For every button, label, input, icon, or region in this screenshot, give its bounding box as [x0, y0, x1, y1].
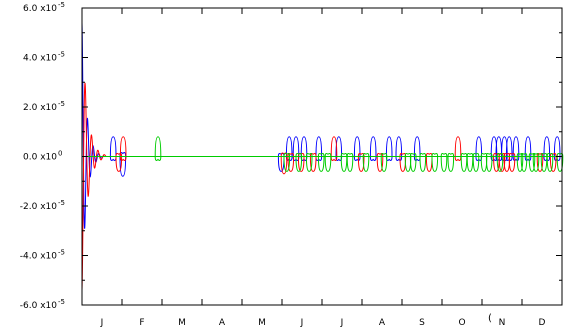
series-event: [295, 153, 303, 172]
y-tick-exponent: -5: [58, 100, 65, 108]
series-event: [305, 153, 313, 172]
y-tick-label: 6.0 x10: [23, 4, 57, 14]
y-tick-exponent: -5: [58, 51, 65, 59]
series-event: [485, 153, 493, 172]
series-event: [528, 153, 536, 172]
series-damped-line: [81, 22, 105, 229]
series-event: [380, 153, 388, 172]
y-tick-label: 0.0 x10: [23, 153, 57, 163]
series-event: [409, 153, 417, 172]
series-1: [81, 82, 562, 291]
series-event: [496, 153, 504, 172]
edge-mark: (: [488, 313, 492, 324]
series-2: [82, 136, 564, 172]
axes-layer: [81, 7, 563, 306]
series-event: [546, 153, 554, 172]
y-tick-exponent: -5: [58, 249, 65, 257]
y-tick-label: 4.0 x10: [23, 54, 57, 64]
x-tick-label: M: [178, 318, 186, 328]
y-tick-exponent: -5: [58, 1, 65, 9]
x-tick-label: N: [499, 318, 506, 328]
y-tick-label: -2.0 x10: [20, 202, 57, 212]
series-event: [440, 153, 448, 172]
series-event: [447, 153, 455, 172]
x-tick-label: A: [379, 318, 386, 328]
series-event: [154, 136, 162, 161]
y-tick-label: -4.0 x10: [20, 252, 57, 262]
series-event: [419, 153, 427, 172]
series-layer: [81, 22, 564, 291]
x-tick-label: F: [139, 318, 144, 328]
series-event: [516, 153, 524, 172]
series-event: [317, 153, 325, 172]
x-tick-label: S: [419, 318, 425, 328]
x-tick-label: J: [340, 318, 344, 328]
y-tick-label: 2.0 x10: [23, 103, 57, 113]
series-event: [520, 153, 528, 172]
x-tick-label: M: [258, 318, 266, 328]
series-event: [362, 153, 370, 172]
x-tick-label: J: [100, 318, 104, 328]
series-event: [431, 153, 439, 172]
series-event: [472, 153, 480, 172]
x-tick-label: D: [539, 318, 546, 328]
series-0: [81, 22, 562, 229]
x-tick-label: O: [458, 318, 465, 328]
series-event: [532, 153, 540, 172]
series-event: [283, 153, 291, 172]
y-tick-exponent: -5: [58, 298, 65, 306]
x-tick-label: J: [300, 318, 304, 328]
label-layer: 6.0 x10 -54.0 x10 -52.0 x10 -50.0 x10 0-2.0 …: [20, 1, 546, 328]
series-event: [556, 153, 564, 172]
x-tick-label: A: [219, 318, 226, 328]
series-damped-line: [81, 82, 107, 291]
series-event: [324, 153, 332, 172]
y-tick-exponent: 0: [58, 150, 62, 158]
y-tick-label: -6.0 x10: [20, 301, 57, 311]
series-event: [346, 153, 354, 172]
y-tick-exponent: -5: [58, 199, 65, 207]
